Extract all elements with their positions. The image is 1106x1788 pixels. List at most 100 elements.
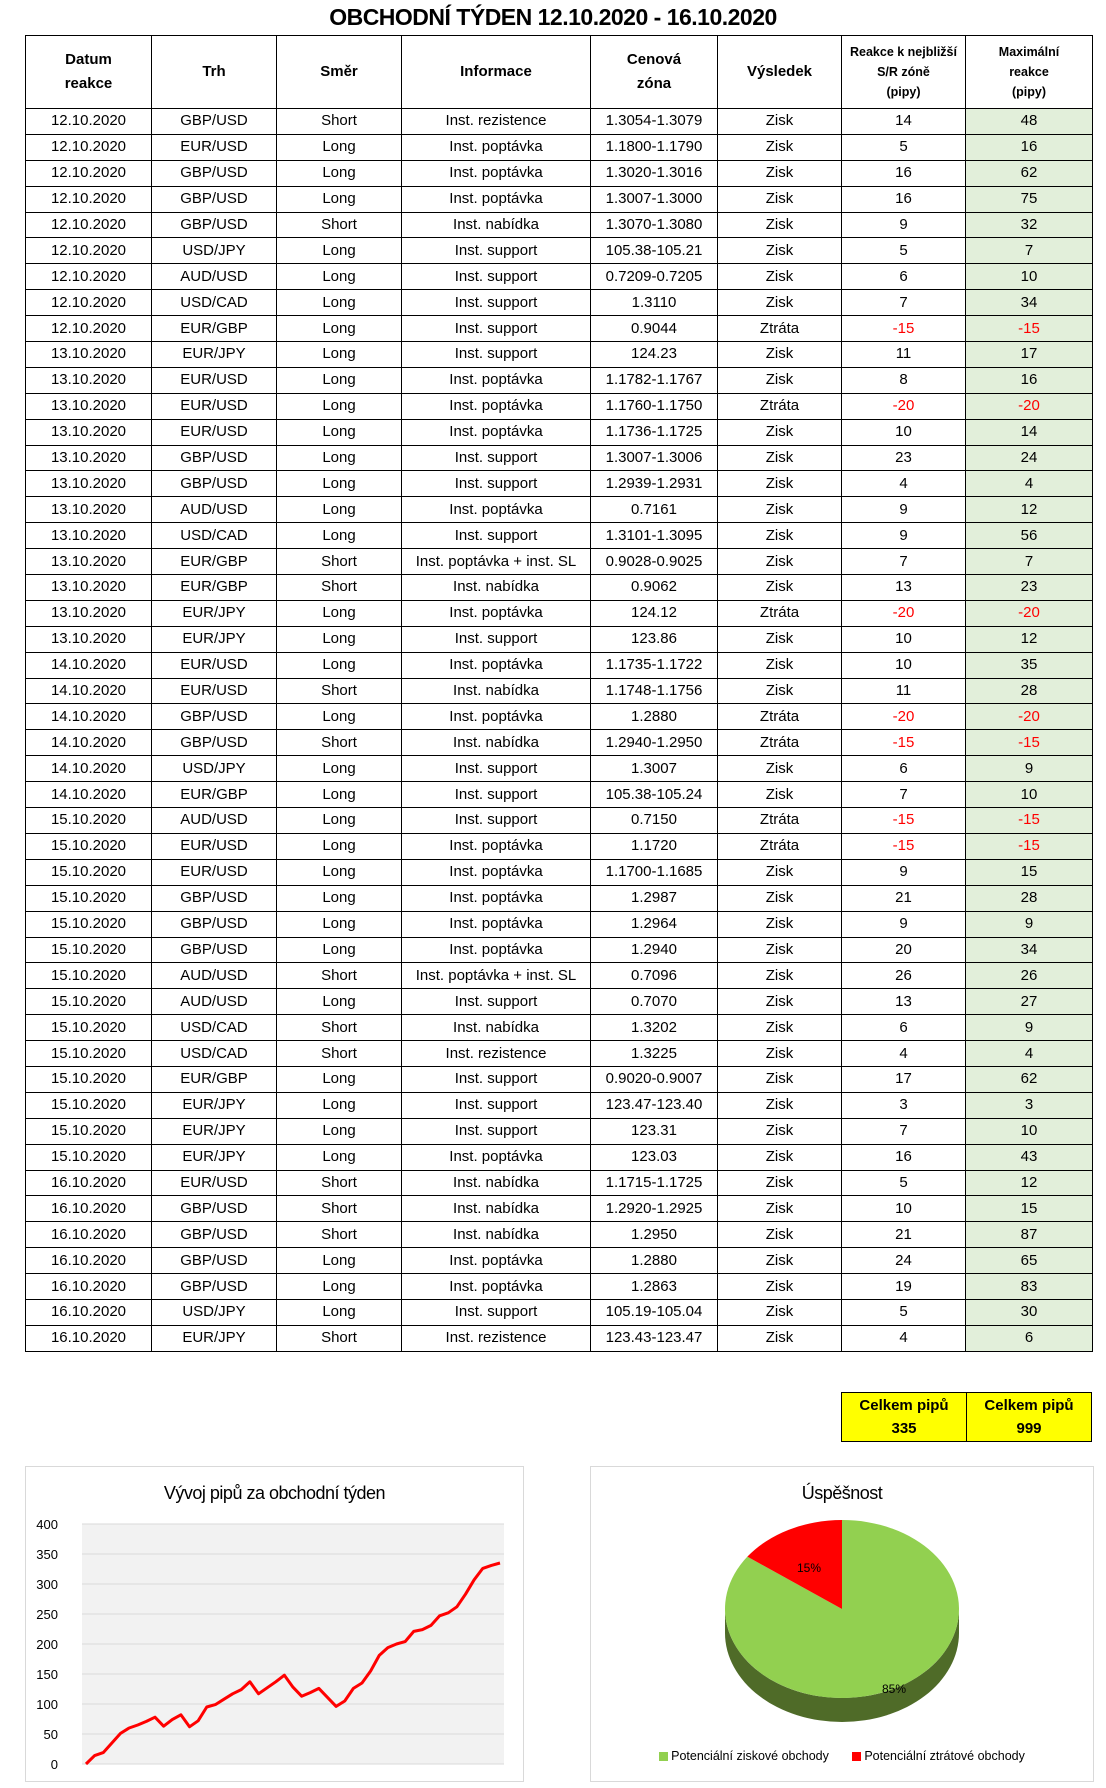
cell-result: Ztráta [717, 729, 842, 757]
cell-max-reaction: 14 [965, 418, 1093, 446]
cell-max-reaction: 62 [965, 1065, 1093, 1093]
cell-date: 13.10.2020 [25, 599, 152, 627]
y-tick-label: 300 [36, 1577, 58, 1592]
cell-info: Inst. rezistence [401, 1324, 591, 1352]
cell-date: 16.10.2020 [25, 1169, 152, 1197]
cell-direction: Short [276, 1014, 402, 1042]
cell-info: Inst. support [401, 807, 591, 834]
cell-result: Zisk [717, 962, 842, 990]
cell-info: Inst. poptávka [401, 651, 591, 679]
table-row: 15.10.2020 EUR/GBP Long Inst. support 0.9020… [25, 1065, 1093, 1093]
cell-price-zone: 1.3110 [590, 289, 718, 317]
cell-price-zone: 1.3070-1.3080 [590, 211, 718, 239]
cell-reaction: 13 [841, 574, 966, 601]
cell-price-zone: 105.38-105.24 [590, 781, 718, 809]
pie-data-label: 85% [882, 1682, 906, 1696]
cell-result: Zisk [717, 1040, 842, 1067]
cell-reaction: 26 [841, 962, 966, 990]
cell-direction: Short [276, 211, 402, 239]
cell-info: Inst. support [401, 781, 591, 809]
cell-result: Zisk [717, 159, 842, 187]
cell-market: EUR/JPY [151, 1143, 277, 1171]
cell-max-reaction: -15 [965, 729, 1093, 757]
pie-data-label: 15% [797, 1561, 821, 1575]
cell-reaction: 7 [841, 548, 966, 576]
table-row: 15.10.2020 EUR/USD Long Inst. poptávka 1.170… [25, 858, 1093, 886]
cell-date: 14.10.2020 [25, 755, 152, 783]
cell-direction: Short [276, 962, 402, 990]
header-line: (pipy) [1011, 85, 1047, 99]
cell-date: 13.10.2020 [25, 444, 152, 472]
cell-result: Ztráta [717, 599, 842, 627]
table-row: 15.10.2020 EUR/JPY Long Inst. poptávka 123.0… [25, 1143, 1093, 1171]
cell-reaction: 16 [841, 159, 966, 187]
table-row: 15.10.2020 AUD/USD Short Inst. poptávka + i… [25, 962, 1093, 990]
cell-date: 13.10.2020 [25, 470, 152, 498]
cell-date: 15.10.2020 [25, 988, 152, 1016]
cell-price-zone: 105.19-105.04 [590, 1298, 718, 1326]
table-row: 12.10.2020 EUR/USD Long Inst. poptávka 1.180… [25, 133, 1093, 161]
cell-price-zone: 1.3225 [590, 1040, 718, 1067]
cell-reaction: 9 [841, 910, 966, 938]
cell-market: EUR/USD [151, 418, 277, 446]
cell-market: GBP/USD [151, 910, 277, 938]
header-line: Trh [202, 63, 226, 80]
cell-direction: Long [276, 651, 402, 679]
header-market: Trh [151, 35, 277, 109]
header-date: Datum reakce [25, 35, 152, 109]
cell-direction: Long [276, 496, 402, 524]
cell-result: Zisk [717, 1298, 842, 1326]
cell-max-reaction: -20 [965, 599, 1093, 627]
cell-max-reaction: 24 [965, 444, 1093, 472]
cell-info: Inst. support [401, 625, 591, 653]
cell-info: Inst. support [401, 988, 591, 1016]
cell-result: Zisk [717, 1169, 842, 1197]
cell-reaction: 9 [841, 211, 966, 239]
cell-info: Inst. poptávka [401, 858, 591, 886]
pie-chart-title: Úspěšnost [801, 1483, 883, 1503]
cell-max-reaction: 32 [965, 211, 1093, 239]
cell-reaction: 4 [841, 1040, 966, 1067]
table-row: 12.10.2020 AUD/USD Long Inst. support 0.7209… [25, 263, 1093, 291]
cell-market: EUR/JPY [151, 341, 277, 368]
table-row: 13.10.2020 EUR/JPY Long Inst. support 123.86… [25, 625, 1093, 653]
y-tick-label: 0 [51, 1757, 58, 1772]
header-line: Výsledek [746, 63, 813, 80]
header-line: (pipy) [886, 85, 921, 99]
cell-result: Zisk [717, 625, 842, 653]
cell-direction: Long [276, 781, 402, 809]
table-row: 15.10.2020 EUR/USD Long Inst. poptávka 1.172… [25, 832, 1093, 860]
cell-reaction: 11 [841, 677, 966, 705]
cell-reaction: 13 [841, 988, 966, 1016]
cell-max-reaction: 9 [965, 755, 1093, 783]
cell-price-zone: 1.2880 [590, 703, 718, 731]
table-row: 13.10.2020 EUR/JPY Long Inst. poptávka 124.1… [25, 599, 1093, 627]
cell-max-reaction: 6 [965, 1324, 1093, 1352]
cell-result: Zisk [717, 1065, 842, 1093]
cell-date: 16.10.2020 [25, 1324, 152, 1352]
header-info: Informace [401, 35, 591, 109]
cell-price-zone: 0.7096 [590, 962, 718, 990]
cell-result: Zisk [717, 1247, 842, 1275]
pie-slice-win [725, 1520, 960, 1698]
cell-market: EUR/USD [151, 832, 277, 860]
cell-date: 13.10.2020 [25, 341, 152, 368]
cell-info: Inst. support [401, 470, 591, 498]
cell-max-reaction: 4 [965, 470, 1093, 498]
cell-direction: Long [276, 1247, 402, 1275]
cell-date: 15.10.2020 [25, 1065, 152, 1093]
cell-direction: Long [276, 315, 402, 343]
cell-direction: Short [276, 574, 402, 601]
cell-max-reaction: 27 [965, 988, 1093, 1016]
cell-result: Zisk [717, 910, 842, 938]
cell-date: 12.10.2020 [25, 211, 152, 239]
cell-info: Inst. support [401, 522, 591, 550]
cell-info: Inst. poptávka [401, 1273, 591, 1300]
cell-reaction: -20 [841, 703, 966, 731]
total-reaction-label: Celkem pipů [859, 1397, 949, 1414]
table-row: 13.10.2020 GBP/USD Long Inst. support 1.2939… [25, 470, 1093, 498]
cell-max-reaction: 7 [965, 548, 1093, 576]
cell-reaction: 5 [841, 133, 966, 161]
table-row: 16.10.2020 GBP/USD Short Inst. nabídka 1.292… [25, 1195, 1093, 1223]
cell-max-reaction: 65 [965, 1247, 1093, 1275]
